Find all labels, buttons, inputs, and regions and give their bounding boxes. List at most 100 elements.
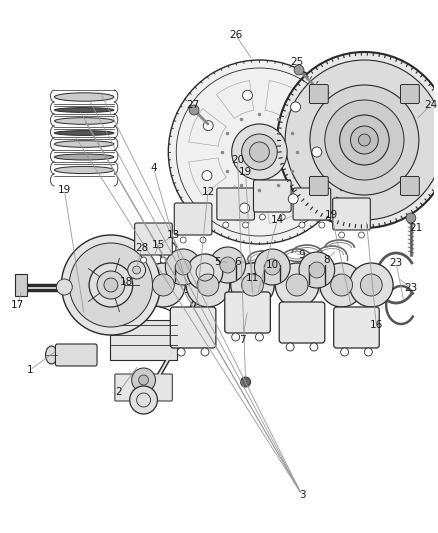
Circle shape	[104, 278, 118, 292]
Circle shape	[180, 237, 186, 243]
Text: 7: 7	[239, 335, 246, 345]
Circle shape	[210, 247, 246, 283]
Circle shape	[203, 120, 213, 131]
Circle shape	[285, 60, 438, 220]
Text: 5: 5	[215, 257, 221, 267]
Text: 9: 9	[299, 250, 305, 260]
Circle shape	[406, 213, 416, 223]
Circle shape	[254, 249, 290, 285]
Text: 4: 4	[150, 163, 157, 173]
Text: 19: 19	[239, 167, 252, 177]
FancyBboxPatch shape	[174, 203, 212, 235]
Circle shape	[243, 90, 252, 100]
Circle shape	[141, 257, 147, 263]
FancyBboxPatch shape	[334, 307, 379, 348]
Circle shape	[265, 259, 280, 275]
Circle shape	[89, 263, 133, 307]
Circle shape	[255, 333, 263, 341]
Circle shape	[240, 377, 251, 387]
Text: 28: 28	[135, 243, 148, 253]
Circle shape	[358, 232, 364, 238]
Circle shape	[61, 235, 160, 335]
Circle shape	[242, 134, 277, 170]
Text: 6: 6	[234, 257, 241, 267]
Circle shape	[240, 203, 250, 213]
Circle shape	[186, 263, 230, 307]
Text: 23: 23	[404, 283, 417, 293]
Circle shape	[309, 262, 325, 278]
Text: 17: 17	[11, 300, 25, 310]
Text: 14: 14	[271, 215, 284, 225]
Circle shape	[177, 348, 185, 356]
FancyBboxPatch shape	[400, 85, 419, 103]
Circle shape	[339, 115, 389, 165]
Circle shape	[286, 343, 294, 351]
Circle shape	[279, 214, 285, 220]
Text: 19: 19	[325, 210, 338, 220]
Circle shape	[189, 105, 199, 115]
Circle shape	[339, 232, 345, 238]
Circle shape	[97, 271, 125, 299]
Circle shape	[187, 254, 223, 290]
Circle shape	[294, 65, 304, 75]
Circle shape	[310, 343, 318, 351]
Circle shape	[325, 100, 404, 180]
Circle shape	[57, 279, 72, 295]
Text: 25: 25	[290, 57, 304, 67]
Circle shape	[128, 261, 145, 279]
Circle shape	[360, 274, 382, 296]
Circle shape	[288, 194, 298, 204]
FancyBboxPatch shape	[293, 188, 331, 220]
Circle shape	[291, 102, 300, 112]
Text: 8: 8	[323, 255, 330, 265]
FancyBboxPatch shape	[310, 85, 328, 103]
Text: 19: 19	[58, 185, 71, 195]
Circle shape	[132, 368, 155, 392]
Circle shape	[200, 237, 206, 243]
FancyBboxPatch shape	[254, 180, 291, 212]
Circle shape	[286, 274, 308, 296]
FancyBboxPatch shape	[134, 223, 172, 255]
Circle shape	[133, 266, 141, 274]
Circle shape	[223, 222, 229, 228]
Text: 11: 11	[246, 273, 259, 283]
Text: 3: 3	[299, 490, 305, 500]
Text: 15: 15	[152, 240, 165, 250]
Text: 10: 10	[266, 260, 279, 270]
FancyBboxPatch shape	[110, 320, 177, 360]
Circle shape	[138, 375, 148, 385]
Ellipse shape	[54, 118, 114, 124]
FancyBboxPatch shape	[170, 307, 216, 348]
Circle shape	[231, 263, 274, 307]
Text: 24: 24	[424, 100, 438, 110]
Text: 18: 18	[120, 277, 133, 287]
Text: 20: 20	[231, 155, 244, 165]
Circle shape	[350, 126, 378, 154]
Circle shape	[69, 243, 152, 327]
Circle shape	[277, 52, 438, 228]
Ellipse shape	[54, 131, 114, 135]
FancyBboxPatch shape	[333, 198, 370, 230]
FancyBboxPatch shape	[225, 292, 270, 333]
Circle shape	[320, 263, 364, 307]
Circle shape	[350, 263, 393, 307]
Circle shape	[299, 222, 305, 228]
Ellipse shape	[54, 154, 114, 160]
Ellipse shape	[54, 93, 114, 101]
FancyBboxPatch shape	[217, 188, 254, 220]
Text: 26: 26	[229, 30, 242, 40]
Circle shape	[197, 274, 219, 296]
Text: 12: 12	[201, 187, 215, 197]
Circle shape	[310, 85, 419, 195]
Circle shape	[202, 171, 212, 181]
Text: 2: 2	[116, 387, 122, 397]
Circle shape	[141, 263, 185, 307]
Circle shape	[341, 348, 349, 356]
Circle shape	[232, 124, 287, 180]
FancyBboxPatch shape	[115, 374, 172, 401]
Text: 1: 1	[26, 365, 33, 375]
Ellipse shape	[54, 166, 114, 174]
Circle shape	[319, 222, 325, 228]
Circle shape	[168, 60, 350, 244]
Circle shape	[243, 222, 248, 228]
